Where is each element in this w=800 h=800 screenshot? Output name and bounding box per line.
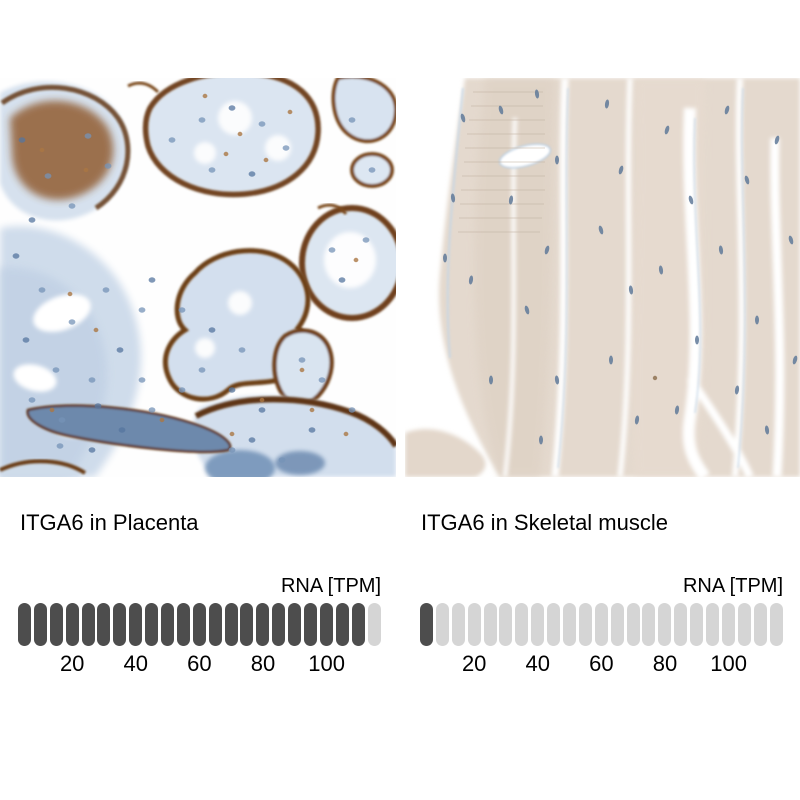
ihc-placenta-image bbox=[0, 78, 396, 477]
tpm-segment bbox=[65, 603, 79, 646]
tpm-segment bbox=[626, 603, 640, 646]
tpm-segment bbox=[563, 603, 577, 646]
tpm-segment bbox=[547, 603, 561, 646]
tpm-segment bbox=[499, 603, 513, 646]
tpm-segment bbox=[674, 603, 688, 646]
tpm-segment bbox=[33, 603, 47, 646]
tpm-segment bbox=[753, 603, 767, 646]
tpm-segment bbox=[145, 603, 159, 646]
tpm-segment bbox=[129, 603, 143, 646]
tpm-segment bbox=[721, 603, 735, 646]
tpm-segment bbox=[304, 603, 318, 646]
panel-caption-placenta: ITGA6 in Placenta bbox=[20, 510, 199, 535]
tpm-segment bbox=[737, 603, 751, 646]
tpm-segment bbox=[578, 603, 592, 646]
muscle-fibers bbox=[405, 78, 800, 477]
tpm-segment bbox=[113, 603, 127, 646]
tpm-segment bbox=[483, 603, 497, 646]
axis-tick-label: 100 bbox=[308, 651, 345, 676]
tpm-segment bbox=[420, 603, 433, 646]
panel-caption-skeletal-muscle: ITGA6 in Skeletal muscle bbox=[421, 510, 668, 535]
tpm-segment bbox=[706, 603, 720, 646]
axis-tick-label: 60 bbox=[187, 651, 212, 676]
axis-tick-label: 80 bbox=[250, 651, 276, 676]
tpm-segment bbox=[208, 603, 222, 646]
panel-skeletal-muscle: ITGA6 in Skeletal muscle RNA [TPM] 20 40 6… bbox=[405, 0, 800, 800]
rna-tpm-chart-placenta: RNA [TPM] 20 40 60 80 100 bbox=[18, 575, 381, 680]
tpm-segment bbox=[515, 603, 529, 646]
tpm-segment bbox=[610, 603, 624, 646]
tpm-segment bbox=[319, 603, 333, 646]
tpm-segment bbox=[467, 603, 481, 646]
tpm-segment bbox=[224, 603, 238, 646]
tpm-segment bbox=[769, 603, 783, 646]
tpm-segment bbox=[642, 603, 656, 646]
placenta-brown-specks bbox=[39, 93, 359, 437]
axis-tick-label: 40 bbox=[525, 651, 551, 676]
tpm-segment bbox=[49, 603, 63, 646]
tpm-segment bbox=[367, 603, 381, 646]
rna-unit-label: RNA [TPM] bbox=[682, 575, 783, 597]
axis-ticks: 20 40 60 80 100 bbox=[18, 651, 381, 679]
tpm-segment bbox=[288, 603, 302, 646]
tpm-segment bbox=[351, 603, 365, 646]
tpm-segment bbox=[18, 603, 31, 646]
axis-tick-label: 100 bbox=[710, 651, 747, 676]
axis-tick-label: 20 bbox=[461, 651, 487, 676]
muscle-nuclei bbox=[443, 89, 798, 445]
tpm-segment bbox=[690, 603, 704, 646]
tpm-segment bbox=[451, 603, 465, 646]
tpm-segment bbox=[97, 603, 111, 646]
axis-tick-label: 80 bbox=[652, 651, 678, 676]
rna-unit-label: RNA [TPM] bbox=[280, 575, 381, 597]
tpm-segment bbox=[435, 603, 449, 646]
axis-tick-label: 40 bbox=[123, 651, 149, 676]
tpm-segment bbox=[256, 603, 270, 646]
axis-tick-label: 60 bbox=[589, 651, 614, 676]
rna-tpm-chart-skeletal-muscle: RNA [TPM] 20 40 60 80 100 bbox=[420, 575, 783, 680]
tpm-segment bbox=[81, 603, 95, 646]
pill-bar bbox=[18, 603, 381, 646]
axis-ticks: 20 40 60 80 100 bbox=[420, 651, 783, 679]
tpm-segment bbox=[531, 603, 545, 646]
tpm-segment bbox=[658, 603, 672, 646]
axis-tick-label: 20 bbox=[59, 651, 85, 676]
tpm-segment bbox=[272, 603, 286, 646]
panel-placenta: ITGA6 in Placenta RNA [TPM] 20 40 60 80 100 bbox=[0, 0, 396, 800]
tpm-segment bbox=[161, 603, 175, 646]
placenta-villi bbox=[0, 78, 396, 477]
tpm-segment bbox=[335, 603, 349, 646]
tpm-segment bbox=[192, 603, 206, 646]
ihc-skeletal-muscle-image bbox=[405, 78, 800, 477]
placenta-nuclei bbox=[12, 105, 376, 463]
tpm-segment bbox=[594, 603, 608, 646]
tpm-segment bbox=[240, 603, 254, 646]
tpm-segment bbox=[176, 603, 190, 646]
pill-bar bbox=[420, 603, 783, 646]
